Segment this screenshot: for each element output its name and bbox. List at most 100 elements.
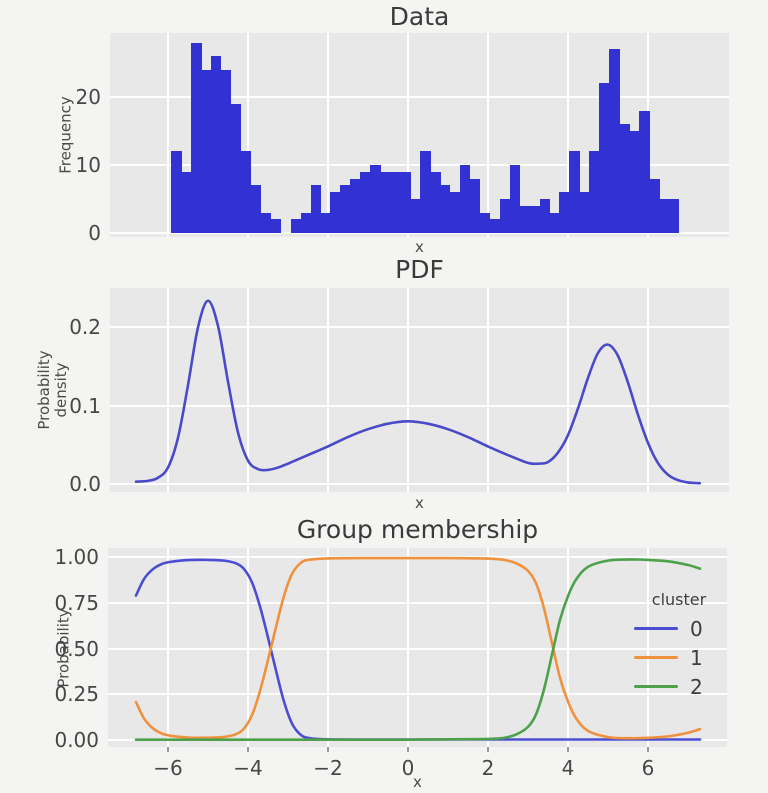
gridline-vertical (486, 288, 489, 492)
x-tick-mark (567, 747, 569, 752)
histogram-bar (579, 192, 590, 233)
histogram-bar (410, 198, 421, 233)
pdf-curve (134, 299, 702, 485)
histogram-bar (440, 185, 451, 233)
histogram-bar (260, 212, 272, 233)
x-tick-label: 0 (401, 756, 415, 780)
gridline-vertical (246, 288, 249, 492)
y-tick-label: 20 (75, 84, 101, 109)
histogram-bar (629, 130, 640, 233)
histogram-bar (230, 103, 242, 233)
y-tick-label: 0 (88, 220, 101, 245)
histogram-bar (370, 164, 381, 233)
gridline-vertical (487, 548, 489, 747)
y-tick-label: 0.0 (69, 472, 101, 496)
histogram-bar (499, 198, 511, 233)
legend-entry-1: 1 (634, 643, 724, 672)
histogram-bar (659, 198, 670, 233)
series-line-0 (134, 558, 702, 741)
histogram-bar (171, 151, 182, 233)
chart-title-data: Data (389, 2, 450, 31)
histogram-bar (519, 205, 531, 233)
histogram-bar (459, 164, 471, 233)
x-tick-mark (327, 747, 329, 752)
chart-title-pdf: PDF (395, 255, 444, 284)
x-axis-label-data: x (415, 238, 424, 256)
gridline-horizontal (110, 231, 729, 234)
gridline-vertical (407, 548, 409, 747)
legend-line-blue-icon (634, 627, 678, 630)
series-line-PDF (134, 299, 702, 485)
gridline-horizontal (108, 647, 727, 650)
histogram-bar (310, 185, 322, 233)
histogram-bar (250, 185, 262, 233)
x-tick-label: −6 (153, 756, 183, 780)
histogram-bar (569, 151, 580, 233)
x-tick-mark (167, 747, 169, 752)
legend: cluster 0 1 2 (634, 590, 724, 701)
x-tick-mark (247, 747, 249, 752)
histogram-bar (649, 178, 660, 233)
gridline-horizontal (108, 601, 727, 604)
histogram-bar (430, 171, 441, 233)
gridline-vertical (566, 33, 569, 237)
histogram-bar (220, 69, 232, 233)
histogram-bar (549, 212, 560, 233)
gridline-horizontal (110, 483, 729, 485)
legend-entry-2: 2 (634, 672, 724, 701)
gridline-vertical (246, 33, 249, 237)
series-line-2 (134, 558, 702, 742)
gridline-vertical (166, 33, 169, 237)
histogram-bar (201, 69, 212, 233)
x-axis-label-group-membership: x (413, 773, 422, 791)
histogram-bar (479, 212, 491, 233)
plot-area-data (110, 33, 729, 237)
histogram-bar (420, 151, 431, 233)
legend-label-0: 0 (690, 616, 703, 641)
y-tick-label: 0.25 (54, 682, 99, 707)
histogram-bar (340, 185, 351, 233)
gridline-vertical (247, 548, 249, 747)
gridline-horizontal (108, 693, 727, 696)
gridline-vertical (566, 288, 569, 492)
legend-line-green-icon (634, 685, 678, 688)
histogram-bar (469, 178, 481, 233)
histogram-bar (181, 171, 192, 233)
gridline-vertical (406, 288, 409, 492)
gridline-vertical (647, 548, 649, 747)
x-tick-label: −4 (233, 756, 263, 780)
y-tick-label: 0.1 (69, 393, 101, 418)
histogram-bar (380, 171, 391, 233)
gridline-vertical (406, 33, 409, 237)
gridline-vertical (486, 33, 489, 237)
x-tick-label: 2 (481, 756, 495, 780)
histogram-bar (320, 212, 331, 233)
histogram-bar (360, 171, 371, 233)
histogram-bar (559, 192, 570, 233)
histogram-bar (400, 171, 411, 233)
histogram-bar (619, 124, 630, 233)
gridline-vertical (166, 288, 169, 492)
y-tick-label: 10 (75, 152, 101, 177)
chart-title-group-membership: Group membership (296, 515, 539, 544)
histogram-bar (300, 212, 312, 233)
histogram-bar (350, 178, 361, 233)
gridline-horizontal (110, 326, 729, 329)
histogram-bar (639, 110, 650, 233)
histogram-bar (211, 56, 222, 233)
gridline-vertical (567, 548, 569, 747)
x-tick-mark (407, 747, 409, 752)
gridline-vertical (646, 288, 649, 492)
histogram-bar (390, 171, 401, 233)
y-tick-label: 0.75 (54, 590, 99, 615)
legend-entry-0: 0 (634, 614, 724, 643)
histogram-bar (669, 198, 680, 233)
histogram-bar (330, 192, 341, 233)
histogram-bar (529, 205, 541, 233)
gridline-vertical (326, 33, 329, 237)
plot-area-pdf (110, 288, 729, 492)
x-tick-mark (647, 747, 649, 752)
membership-curves (134, 556, 702, 742)
x-tick-label: 4 (561, 756, 575, 780)
